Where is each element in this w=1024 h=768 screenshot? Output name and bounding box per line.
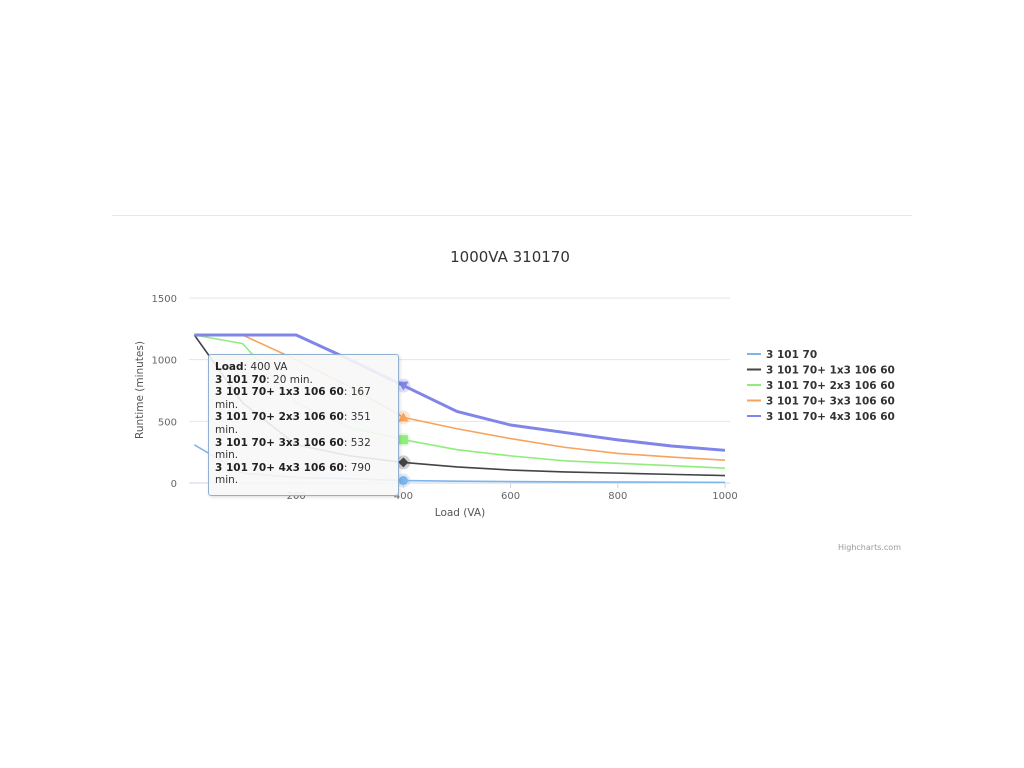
credits-link[interactable]: Highcharts.com bbox=[838, 543, 901, 552]
x-tick-label: 800 bbox=[608, 491, 627, 502]
y-tick-label: 500 bbox=[158, 417, 177, 428]
x-tick-label: 1000 bbox=[712, 491, 737, 502]
legend-label: 3 101 70+ 3x3 106 60 bbox=[766, 396, 895, 408]
legend-item[interactable]: 3 101 70+ 4x3 106 60 bbox=[747, 411, 895, 423]
x-tick-label: 600 bbox=[501, 491, 520, 502]
legend-item[interactable]: 3 101 70 bbox=[747, 349, 817, 361]
divider bbox=[112, 215, 912, 216]
tooltip-row-value: : 20 min. bbox=[266, 373, 313, 386]
tooltip-row-value: : 790 min. bbox=[215, 461, 371, 487]
tooltip-row-name: 3 101 70+ 2x3 106 60 bbox=[215, 411, 344, 424]
chart-title: 1000VA 310170 bbox=[450, 248, 570, 266]
legend-item[interactable]: 3 101 70+ 2x3 106 60 bbox=[747, 380, 895, 392]
tooltip-header-label: Load bbox=[215, 361, 244, 373]
tooltip-header-value: : 400 VA bbox=[243, 361, 288, 373]
legend-item[interactable]: 3 101 70+ 1x3 106 60 bbox=[747, 365, 895, 377]
legend-label: 3 101 70+ 1x3 106 60 bbox=[766, 365, 895, 377]
tooltip-row-name: 3 101 70+ 1x3 106 60 bbox=[215, 386, 344, 399]
tooltip-row-name: 3 101 70+ 4x3 106 60 bbox=[215, 461, 344, 474]
y-tick-label: 0 bbox=[171, 479, 177, 490]
tooltip-row-name: 3 101 70+ 3x3 106 60 bbox=[215, 436, 344, 449]
legend-label: 3 101 70+ 4x3 106 60 bbox=[766, 411, 895, 423]
legend-label: 3 101 70+ 2x3 106 60 bbox=[766, 380, 895, 392]
x-tick-label: 400 bbox=[394, 491, 413, 502]
tooltip: Load: 400 VA 3 101 70: 20 min. 3 101 70+… bbox=[208, 354, 399, 496]
triangle-marker bbox=[398, 412, 409, 422]
legend-label: 3 101 70 bbox=[766, 349, 817, 361]
series-line bbox=[194, 334, 726, 461]
diamond-marker bbox=[398, 457, 409, 468]
tooltip-row-name: 3 101 70 bbox=[215, 373, 267, 386]
y-tick-label: 1500 bbox=[152, 294, 177, 305]
circle-marker bbox=[398, 476, 408, 486]
legend-item[interactable]: 3 101 70+ 3x3 106 60 bbox=[747, 396, 895, 408]
y-axis-label: Runtime (minutes) bbox=[134, 341, 146, 439]
series-line bbox=[194, 333, 726, 452]
x-axis-label: Load (VA) bbox=[435, 507, 485, 519]
y-tick-label: 1000 bbox=[152, 356, 177, 367]
tooltip-row-value: : 351 min. bbox=[215, 411, 371, 436]
square-marker bbox=[398, 435, 408, 445]
tooltip-row-value: : 532 min. bbox=[215, 436, 371, 462]
triangle-down-marker bbox=[398, 381, 409, 391]
x-tick-label: 200 bbox=[287, 491, 306, 502]
tooltip-row-value: : 167 min. bbox=[215, 386, 371, 411]
